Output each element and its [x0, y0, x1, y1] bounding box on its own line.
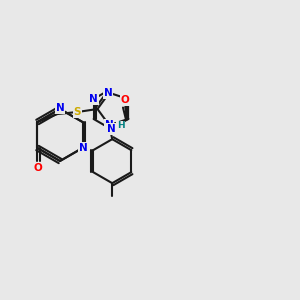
Text: N: N: [104, 88, 112, 98]
Text: N: N: [105, 120, 114, 130]
Text: H: H: [117, 122, 125, 130]
Text: N: N: [106, 124, 115, 134]
Text: O: O: [121, 95, 130, 105]
Text: N: N: [56, 103, 64, 113]
Text: N: N: [79, 143, 88, 153]
Text: O: O: [33, 163, 42, 173]
Text: N: N: [89, 94, 98, 104]
Text: S: S: [74, 107, 81, 117]
